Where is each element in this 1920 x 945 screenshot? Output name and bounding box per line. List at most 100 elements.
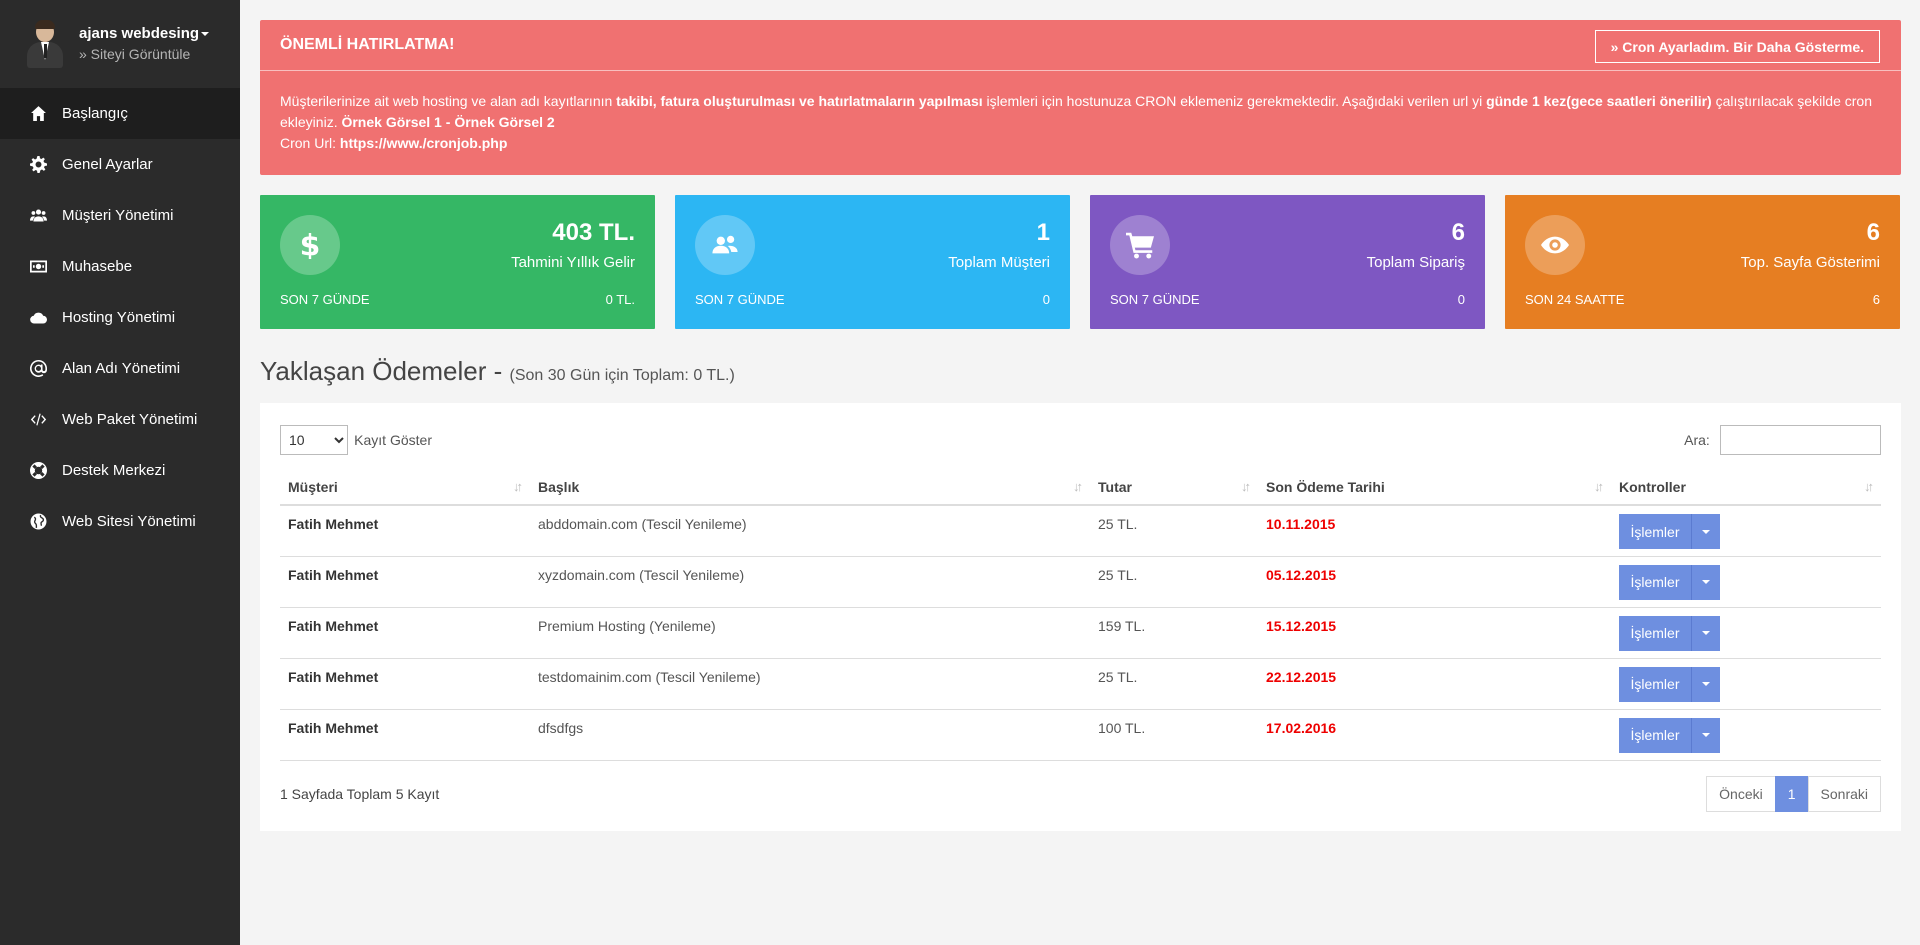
column-header-amount[interactable]: Tutar ↓↑: [1090, 470, 1258, 506]
cell-due-date: 15.12.2015: [1258, 607, 1611, 659]
sidebar-item-general-settings[interactable]: Genel Ayarlar: [0, 139, 240, 190]
stat-label: Toplam Sipariş: [1366, 254, 1465, 271]
pagination-next[interactable]: Sonraki: [1807, 775, 1881, 812]
stat-foot-label: SON 7 GÜNDE: [695, 292, 785, 307]
pagination-page-1[interactable]: 1: [1774, 775, 1809, 812]
cell-due-date: 22.12.2015: [1258, 658, 1611, 710]
sidebar-item-customers[interactable]: Müşteri Yönetimi: [0, 190, 240, 241]
cron-url: https://www./cronjob.php: [339, 135, 508, 151]
globe-icon: [28, 513, 48, 531]
cell-due-date: 17.02.2016: [1258, 709, 1611, 761]
stats-row: $ 403 TL. Tahmini Yıllık Gelir SON 7 GÜN…: [260, 195, 1901, 329]
actions-button-group: İşlemler: [1619, 666, 1720, 702]
sidebar-item-domains[interactable]: Alan Adı Yönetimi: [0, 343, 240, 394]
code-icon: [28, 411, 48, 429]
sidebar-item-web-packages[interactable]: Web Paket Yönetimi: [0, 394, 240, 445]
actions-dropdown-toggle[interactable]: [1692, 615, 1720, 651]
payments-panel: 10 Kayıt Göster Ara: Müşteri ↓↑ Başlık ↓↑ …: [260, 403, 1901, 831]
sidebar-item-label: Web Paket Yönetimi: [62, 411, 198, 428]
cell-title: Premium Hosting (Yenileme): [530, 607, 1090, 659]
search-input[interactable]: [1720, 425, 1881, 455]
column-header-due-date[interactable]: Son Ödeme Tarihi ↓↑: [1258, 470, 1611, 506]
sidebar-item-hosting[interactable]: Hosting Yönetimi: [0, 292, 240, 343]
table-info: 1 Sayfada Toplam 5 Kayıt: [280, 785, 440, 802]
stat-foot-value: 6: [1872, 292, 1880, 307]
stat-label: Top. Sayfa Gösterimi: [1740, 254, 1880, 271]
example-image-2-link[interactable]: Örnek Görsel 2: [454, 114, 555, 130]
sidebar-item-label: Web Sitesi Yönetimi: [62, 513, 196, 530]
caret-down-icon: [1702, 529, 1710, 534]
page-title: Yaklaşan Ödemeler - (Son 30 Gün için Top…: [260, 356, 735, 386]
sidebar-item-website[interactable]: Web Sitesi Yönetimi: [0, 496, 240, 547]
column-header-title[interactable]: Başlık ↓↑: [530, 470, 1090, 506]
stat-card-pageviews: 6 Top. Sayfa Gösterimi SON 24 SAATTE 6: [1505, 195, 1900, 329]
table-row: Fatih Mehmet Premium Hosting (Yenileme) …: [280, 607, 1881, 659]
sidebar-item-support[interactable]: Destek Merkezi: [0, 445, 240, 496]
home-icon: [28, 105, 48, 123]
actions-dropdown-toggle[interactable]: [1692, 666, 1720, 702]
eye-icon: [1525, 215, 1585, 275]
actions-button[interactable]: İşlemler: [1619, 666, 1692, 702]
column-header-customer[interactable]: Müşteri ↓↑: [280, 470, 530, 506]
actions-button[interactable]: İşlemler: [1619, 564, 1692, 600]
main-content: ÖNEMLİ HATIRLATMA! » Cron Ayarladım. Bir…: [260, 20, 1901, 831]
sidebar-item-label: Müşteri Yönetimi: [62, 207, 174, 224]
cell-amount: 25 TL.: [1090, 658, 1258, 710]
table-row: Fatih Mehmet dfsdfgs 100 TL. 17.02.2016 …: [280, 709, 1881, 761]
profile: ajans webdesing » Siteyi Görüntüle: [0, 0, 240, 88]
actions-button[interactable]: İşlemler: [1619, 717, 1692, 753]
cell-due-date: 05.12.2015: [1258, 556, 1611, 608]
search-label: Ara:: [1684, 431, 1710, 448]
dismiss-cron-button[interactable]: » Cron Ayarladım. Bir Daha Gösterme.: [1594, 30, 1880, 63]
actions-button[interactable]: İşlemler: [1619, 615, 1692, 651]
view-site-link[interactable]: » Siteyi Görüntüle: [79, 46, 191, 62]
caret-down-icon: [201, 32, 210, 37]
cell-amount: 100 TL.: [1090, 709, 1258, 761]
users-chat-icon: [695, 215, 755, 275]
sort-icon: ↓↑: [1241, 479, 1251, 494]
page-length-select[interactable]: 10: [280, 425, 348, 455]
actions-button-group: İşlemler: [1619, 615, 1720, 651]
actions-button-group: İşlemler: [1619, 717, 1720, 753]
stat-foot-value: 0: [1042, 292, 1050, 307]
stat-value: 1: [1036, 219, 1050, 246]
table-row: Fatih Mehmet testdomainim.com (Tescil Ye…: [280, 658, 1881, 710]
stat-value: 403 TL.: [552, 219, 635, 246]
pagination-prev[interactable]: Önceki: [1706, 775, 1776, 812]
dollar-icon: $: [280, 215, 340, 275]
sidebar-item-label: Başlangıç: [62, 105, 128, 122]
profile-name-dropdown[interactable]: ajans webdesing: [79, 24, 210, 44]
page-length-label: Kayıt Göster: [354, 432, 432, 448]
alert-body: Müşterilerinize ait web hosting ve alan …: [280, 93, 1873, 151]
lifebuoy-icon: [28, 462, 48, 480]
actions-button[interactable]: İşlemler: [1619, 514, 1692, 549]
stat-value: 6: [1451, 219, 1465, 246]
stat-value: 6: [1866, 219, 1880, 246]
column-header-controls[interactable]: Kontroller ↓↑: [1611, 470, 1881, 506]
sort-icon: ↓↑: [1594, 479, 1604, 494]
stat-foot-value: 0: [1457, 292, 1465, 307]
sort-icon: ↓↑: [1864, 479, 1874, 494]
actions-button-group: İşlemler: [1619, 514, 1720, 549]
cell-customer: Fatih Mehmet: [280, 607, 530, 659]
cell-title: dfsdfgs: [530, 709, 1090, 761]
stat-card-orders: 6 Toplam Sipariş SON 7 GÜNDE 0: [1090, 195, 1485, 329]
actions-dropdown-toggle[interactable]: [1692, 717, 1720, 753]
cell-customer: Fatih Mehmet: [280, 556, 530, 608]
sort-icon: ↓↑: [1073, 479, 1083, 494]
sidebar-item-label: Genel Ayarlar: [62, 156, 153, 173]
sidebar-item-accounting[interactable]: Muhasebe: [0, 241, 240, 292]
actions-button-group: İşlemler: [1619, 564, 1720, 600]
stat-card-customers: 1 Toplam Müşteri SON 7 GÜNDE 0: [675, 195, 1070, 329]
sidebar-item-home[interactable]: Başlangıç: [0, 88, 240, 139]
sidebar-item-label: Muhasebe: [62, 258, 133, 275]
cell-customer: Fatih Mehmet: [280, 658, 530, 710]
actions-dropdown-toggle[interactable]: [1692, 564, 1720, 600]
example-image-1-link[interactable]: Örnek Görsel 1: [341, 114, 442, 130]
actions-dropdown-toggle[interactable]: [1692, 514, 1720, 549]
sidebar-item-label: Alan Adı Yönetimi: [62, 360, 181, 377]
payments-table: Müşteri ↓↑ Başlık ↓↑ Tutar ↓↑ Son Ödeme Tar…: [280, 470, 1881, 761]
avatar[interactable]: [25, 20, 65, 68]
at-icon: [28, 360, 48, 378]
alert-title: ÖNEMLİ HATIRLATMA!: [280, 36, 455, 53]
